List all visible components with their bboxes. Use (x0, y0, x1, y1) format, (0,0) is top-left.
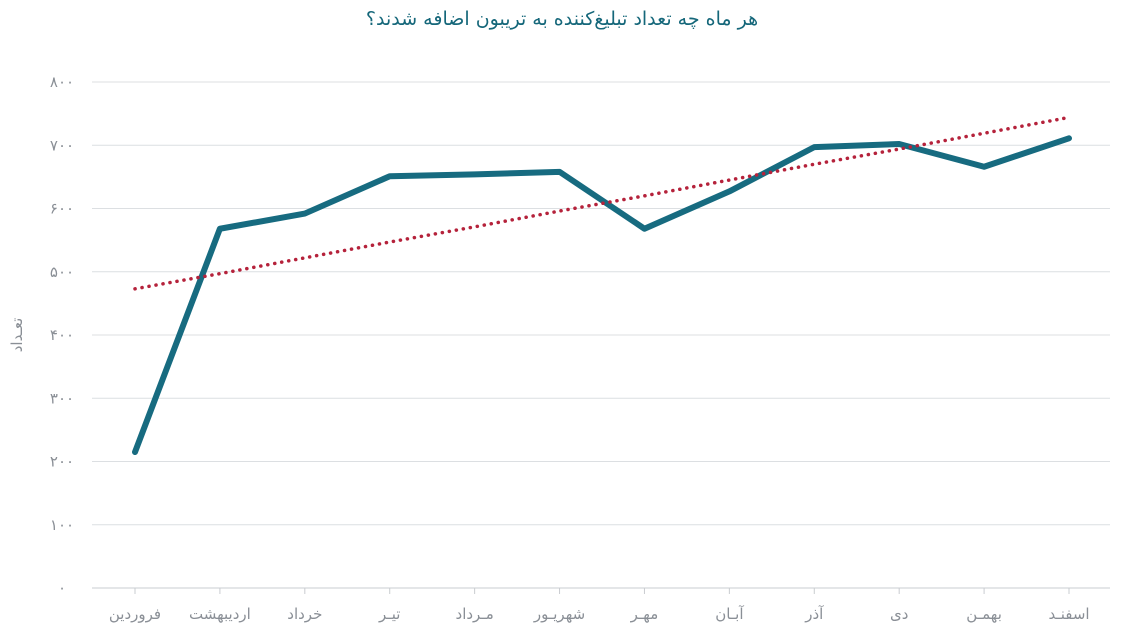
x-tick-label: اردیبهشت (189, 605, 251, 623)
y-tick-label: ۵۰۰ (50, 263, 74, 281)
y-axis-label: تعـداد (8, 318, 26, 353)
y-tick-label: ۶۰۰ (50, 200, 74, 218)
x-tick-label: تیـر (378, 605, 400, 623)
trendline (133, 115, 1071, 291)
y-tick-label: ۸۰۰ (50, 73, 74, 91)
x-tick-label: اسفنـد (1048, 605, 1089, 623)
series-line (132, 135, 1072, 456)
y-tick-label: ۲۰۰ (50, 453, 74, 471)
x-tick-label: خرداد (287, 605, 322, 623)
series-group (132, 115, 1072, 456)
x-axis-ticks: فروردین اردیبهشت خرداد تیـر مـرداد شهریـور مهـ… (109, 588, 1090, 623)
x-tick-label: مـرداد (456, 605, 494, 623)
y-tick-label: ۷۰۰ (50, 136, 74, 154)
x-tick-label: آبـان (715, 605, 744, 623)
x-tick-label: فروردین (109, 605, 161, 623)
x-tick-label: مهـر (630, 605, 659, 623)
chart-title: هر ماه چه تعداد تبلیغ‌کننده به تریبون اض… (365, 8, 759, 30)
x-tick-label: بهمـن (966, 605, 1002, 623)
gridlines (92, 81, 1110, 589)
x-tick-label: آذر (804, 605, 824, 623)
x-tick-label: دی (890, 605, 908, 623)
y-tick-label: ۴۰۰ (50, 326, 74, 344)
y-tick-label: ۳۰۰ (50, 389, 74, 407)
x-tick-label: شهریـور (533, 605, 585, 623)
y-tick-label: ۱۰۰ (50, 516, 74, 534)
y-tick-label: ۰ (58, 579, 66, 597)
y-axis-ticks: ۰ ۱۰۰ ۲۰۰ ۳۰۰ ۴۰۰ ۵۰۰ ۶۰۰ ۷۰۰ ۸۰۰ (50, 73, 74, 597)
